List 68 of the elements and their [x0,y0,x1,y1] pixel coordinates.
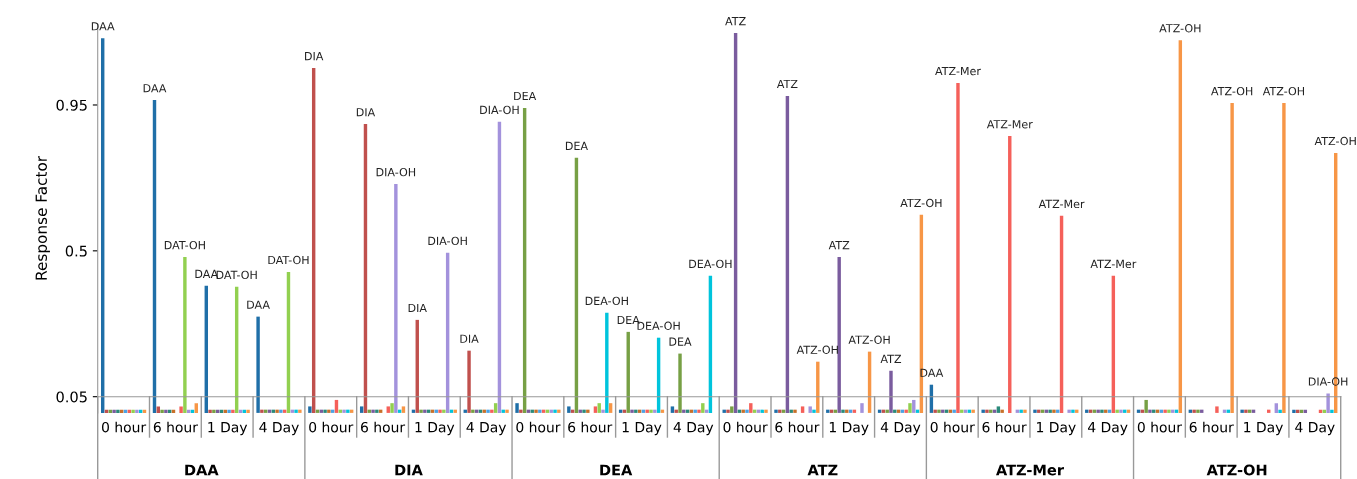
x-tick-label: 6 hour [982,421,1027,433]
x-tick-label: 0 hour [101,421,147,433]
data-label: ATZ [725,17,746,26]
data-label: DAA [143,84,167,93]
data-label: ATZ-OH [1211,86,1253,96]
x-tick-label: 4 Day [259,422,299,436]
x-tick-label: 1 Day [1037,422,1076,436]
data-label: ATZ-Mer [986,120,1033,129]
y-axis-title: Response Factor [35,155,50,280]
text: ATZ [807,464,838,476]
data-label: ATZ-OH [900,198,942,208]
data-label: DIA [460,334,479,343]
data-label: DIA [356,108,376,117]
x-tick-label: 0 hour [930,421,975,433]
data-label: DAA [91,22,115,31]
x-tick-label: 4 Day [1087,422,1128,436]
data-label: DEA-OH [689,259,732,269]
data-label: ATZ-OH [1314,136,1356,146]
x-tick-label: 1 Day [1244,422,1283,436]
data-label: DEA [669,337,692,346]
text: DAA [185,464,219,476]
x-tick-label: 6 hour [1189,421,1234,433]
data-label: ATZ [828,241,850,250]
y-tick-label: 0.05 [56,391,87,403]
data-label: DAA [195,269,219,278]
data-label: DIA-OH [376,167,416,177]
data-label: DIA-OH [480,105,519,115]
data-label: ATZ-OH [1262,86,1305,96]
data-label: DIA [305,52,324,61]
x-tick-label: 0 hour [516,421,561,433]
y-tick-label: 0.95 [56,99,87,111]
data-label: DIA-OH [428,236,467,246]
text: DIA [395,464,423,476]
x-tick-label: 6 hour [775,421,820,433]
data-label: ATZ [776,79,798,89]
x-tick-label: 1 Day [415,422,455,436]
data-label: DAT-OH [216,270,257,280]
data-label: ATZ-Mer [935,66,981,76]
x-tick-label: 0 hour [723,421,768,433]
x-tick-label: 6 hour [153,421,198,433]
x-tick-label: 1 Day [829,422,869,436]
data-label: ATZ-OH [1159,24,1201,33]
y-tick-label: 0.5 [65,245,87,257]
data-label: ATZ-OH [848,335,890,344]
x-tick-label: 1 Day [208,422,248,436]
data-label: DEA [565,141,588,150]
data-label: DAT-OH [268,255,309,265]
x-tick-label: 4 Day [466,422,507,436]
x-tick-label: 1 Day [622,422,662,436]
data-label: ATZ [880,354,902,363]
text: ATZ-OH [1206,464,1267,476]
data-label: DAA [247,300,270,309]
text: ATZ-Mer [996,464,1064,476]
data-label: ATZ-Mer [1090,259,1137,269]
x-tick-label: 6 hour [568,421,613,433]
x-tick-label: 6 hour [361,421,406,433]
data-label: DIA [408,303,427,313]
x-tick-label: 0 hour [309,421,354,433]
x-tick-label: 0 hour [1137,421,1182,433]
data-label: DAT-OH [164,240,205,250]
data-label: ATZ-Mer [1038,199,1085,209]
x-tick-label: 4 Day [1295,422,1335,436]
data-label: DEA [514,91,537,101]
data-label: DEA-OH [585,296,628,306]
x-tick-label: 4 Day [880,422,921,436]
text: DEA [600,464,633,476]
x-tick-label: 4 Day [673,422,714,436]
data-label: ATZ-OH [796,345,838,354]
